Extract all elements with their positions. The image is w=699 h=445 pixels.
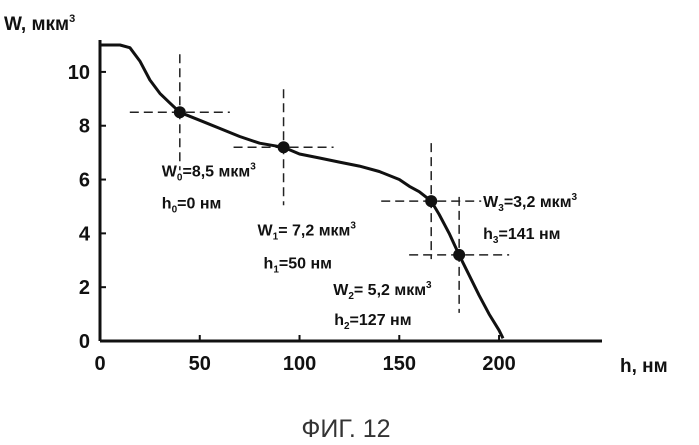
data-point-marker	[174, 106, 186, 118]
point-value-annotation: W0=8,5 мкм3	[162, 161, 256, 183]
y-tick-label: 8	[79, 116, 90, 138]
crosshairs	[130, 54, 509, 313]
x-tick-label: 200	[482, 353, 515, 375]
point-value-annotation: W2= 5,2 мкм3	[333, 280, 432, 302]
x-tick-label: 100	[283, 353, 316, 375]
data-curve	[100, 45, 503, 338]
x-tick-label: 150	[383, 353, 416, 375]
point-h-annotation: h3=141 нм	[483, 226, 560, 246]
y-tick-label: 6	[79, 170, 90, 192]
x-axis-label: h, нм	[620, 356, 668, 377]
x-tick-label: 0	[94, 353, 105, 375]
y-axis-label: W, мкм3	[4, 13, 75, 35]
data-point-marker	[425, 195, 437, 207]
point-value-annotation: W1= 7,2 мкм3	[258, 220, 357, 242]
annotations: W0=8,5 мкм3 h0=0 нм W1= 7,2 мкм3 h1=50 нмW2…	[162, 161, 578, 332]
curve-group	[100, 45, 503, 338]
y-tick-label: 4	[79, 223, 91, 245]
data-point-marker	[278, 141, 290, 153]
point-value-annotation: W3=3,2 мкм3	[483, 192, 577, 214]
figure-caption: ФИГ. 12	[301, 415, 390, 443]
point-h-annotation: h2=127 нм	[334, 312, 411, 332]
y-tick-label: 2	[79, 277, 90, 299]
ticks: 0 50 100 150 200 0 2 4 6 8 10	[68, 62, 516, 375]
point-h-annotation: h0=0 нм	[162, 195, 222, 215]
y-tick-label: 10	[68, 62, 90, 84]
data-point-marker	[453, 249, 465, 261]
x-tick-label: 50	[189, 353, 211, 375]
point-h-annotation: h1=50 нм	[264, 255, 332, 275]
y-tick-label: 0	[79, 331, 90, 353]
